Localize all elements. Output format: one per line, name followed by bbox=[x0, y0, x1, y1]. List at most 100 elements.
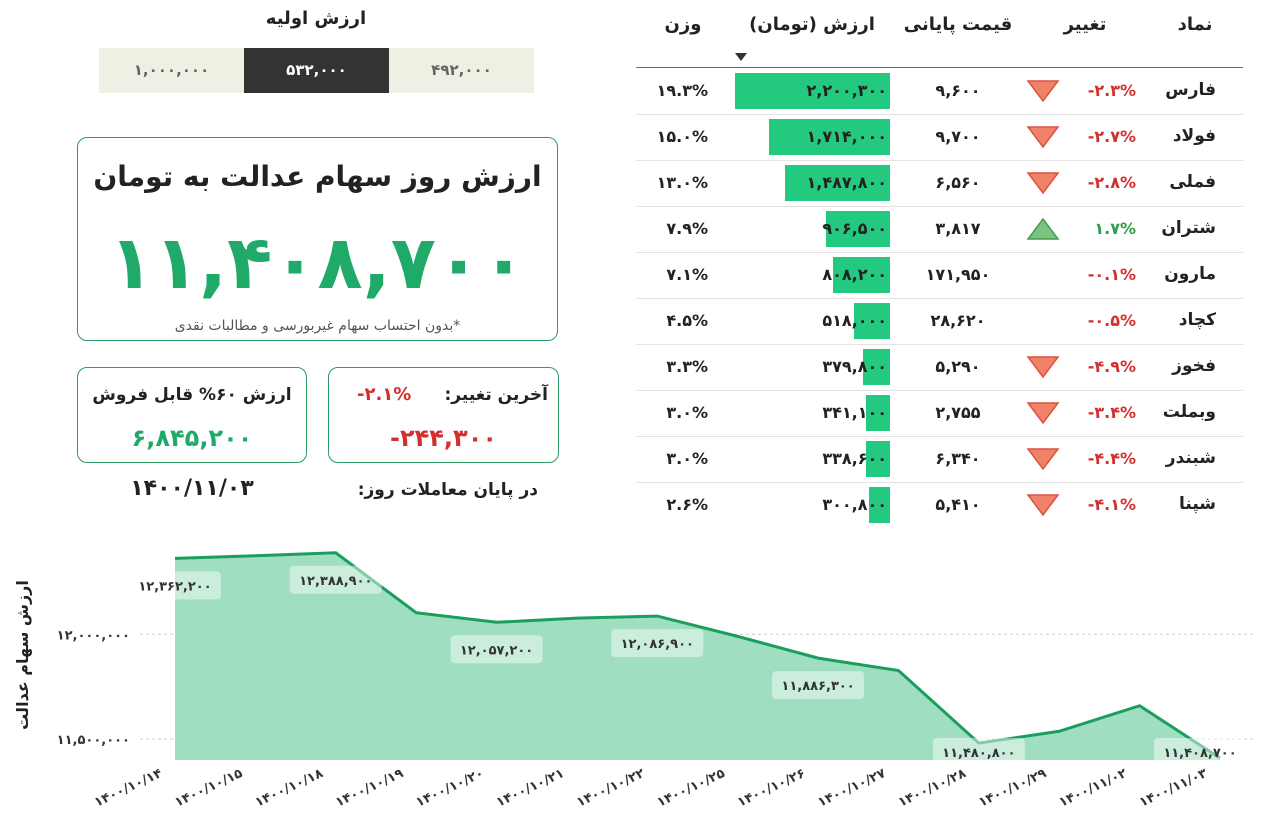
change: -۳.۴% bbox=[1087, 403, 1136, 422]
initial-value-option[interactable]: ۵۳۲,۰۰۰ bbox=[244, 48, 389, 93]
column-header: قیمت پایانی bbox=[903, 14, 1013, 35]
symbol: شتران bbox=[1161, 218, 1216, 238]
value-label: ۳۰۰,۸۰۰ bbox=[822, 495, 887, 514]
value-label: ۱,۴۸۷,۸۰۰ bbox=[806, 173, 887, 192]
trend-icon bbox=[1026, 80, 1060, 103]
date-label: در پایان معاملات روز: bbox=[357, 480, 538, 500]
value-label: ۱,۷۱۴,۰۰۰ bbox=[806, 127, 887, 146]
value-bar bbox=[735, 73, 890, 109]
value-label: ۱۲,۰۸۶,۹۰۰ bbox=[621, 637, 694, 652]
change: -۴.۴% bbox=[1087, 449, 1136, 468]
symbol: وبملت bbox=[1162, 402, 1216, 422]
price: ۹,۷۰۰ bbox=[935, 127, 981, 146]
column-header: نماد bbox=[1177, 14, 1213, 35]
value-label: ۱۲,۳۶۲,۲۰۰ bbox=[138, 579, 211, 594]
change: -۴.۹% bbox=[1087, 357, 1136, 376]
x-tick-label: ۱۴۰۰/۱۰/۲۷ bbox=[816, 766, 889, 810]
value-label-box bbox=[611, 629, 704, 658]
summary-note: *بدون احتساب سهام غیربورسی و مطالبات نقد… bbox=[174, 318, 461, 334]
change: ۱.۷% bbox=[1094, 219, 1136, 238]
symbol: فملی bbox=[1169, 172, 1216, 192]
value-bar bbox=[866, 441, 890, 477]
weight: ۱۹.۳% bbox=[656, 81, 708, 100]
initial-value-title: ارزش اولیه bbox=[265, 8, 367, 29]
x-tick-label: ۱۴۰۰/۱۰/۲۶ bbox=[735, 766, 807, 810]
value-label: ۸۰۸,۲۰۰ bbox=[822, 265, 887, 284]
area bbox=[175, 552, 1220, 760]
trend-icon bbox=[1026, 448, 1060, 471]
weight: ۷.۱% bbox=[666, 265, 708, 284]
x-tick-label: ۱۴۰۰/۱۰/۲۵ bbox=[655, 766, 728, 810]
change-percent: -۲.۱% bbox=[357, 384, 412, 405]
row-divider bbox=[636, 114, 1243, 115]
price: ۲,۷۵۵ bbox=[935, 403, 981, 422]
summary-value: ۱۱,۴۰۸,۷۰۰ bbox=[108, 220, 527, 306]
change: -۰.۱% bbox=[1087, 265, 1136, 284]
change: -۲.۸% bbox=[1087, 173, 1136, 192]
price: ۶,۳۴۰ bbox=[935, 449, 981, 468]
change-card: آخرین تغییر: -۲.۱% -۲۴۴,۳۰۰ bbox=[328, 367, 559, 463]
stock-table: نماد تغییر قیمت پایانی ارزش (تومان) وزن فارس -… bbox=[636, 0, 1243, 530]
price: ۳,۸۱۷ bbox=[935, 219, 981, 238]
trend-icon bbox=[1026, 126, 1060, 149]
x-tick-label: ۱۴۰۰/۱۰/۱۸ bbox=[253, 766, 326, 810]
x-tick-label: ۱۴۰۰/۱۰/۲۲ bbox=[575, 766, 648, 810]
column-header: تغییر bbox=[1063, 14, 1107, 35]
weight: ۱۵.۰% bbox=[656, 127, 708, 146]
sellable-card: ارزش ۶۰% قابل فروش ۶,۸۴۵,۲۰۰ bbox=[77, 367, 307, 463]
change: -۴.۱% bbox=[1087, 495, 1136, 514]
x-tick-label: ۱۴۰۰/۱۰/۱۴ bbox=[92, 766, 165, 810]
price: ۱۷۱,۹۵۰ bbox=[925, 265, 991, 284]
value-label-box bbox=[289, 565, 382, 594]
change: -۲.۳% bbox=[1087, 81, 1136, 100]
value-label: ۱۱,۴۰۸,۷۰۰ bbox=[1163, 746, 1236, 761]
row-divider bbox=[636, 344, 1243, 345]
price: ۹,۶۰۰ bbox=[935, 81, 981, 100]
weight: ۳.۰% bbox=[666, 403, 708, 422]
y-tick-label: ۱۱,۵۰۰,۰۰۰ bbox=[57, 733, 130, 748]
price: ۶,۵۶۰ bbox=[935, 173, 981, 192]
value-label-box bbox=[129, 571, 221, 600]
value-label: ۹۰۶,۵۰۰ bbox=[822, 219, 887, 238]
x-tick-label: ۱۴۰۰/۱۱/۰۳ bbox=[1137, 766, 1210, 810]
initial-value-option[interactable]: ۱,۰۰۰,۰۰۰ bbox=[99, 48, 244, 93]
value-bar bbox=[865, 395, 890, 431]
value-label-box bbox=[1154, 738, 1246, 766]
weight: ۳.۳% bbox=[666, 357, 708, 376]
weight: ۳.۰% bbox=[666, 449, 708, 468]
price: ۵,۴۱۰ bbox=[935, 495, 981, 514]
symbol: کچاد bbox=[1178, 310, 1216, 330]
value-bar bbox=[833, 257, 890, 293]
value-label-box bbox=[932, 738, 1025, 766]
change-value: -۲۴۴,۳۰۰ bbox=[390, 424, 497, 452]
symbol: فخوز bbox=[1172, 356, 1216, 376]
trend-icon bbox=[1026, 494, 1060, 517]
x-tick-label: ۱۴۰۰/۱۰/۲۸ bbox=[896, 766, 969, 810]
x-tick-label: ۱۴۰۰/۱۱/۰۲ bbox=[1057, 766, 1130, 810]
value-bar bbox=[785, 165, 890, 201]
weight: ۷.۹% bbox=[666, 219, 708, 238]
x-tick-label: ۱۴۰۰/۱۰/۲۱ bbox=[494, 766, 566, 810]
summary-title: ارزش روز سهام عدالت به تومان bbox=[93, 160, 542, 193]
row-divider bbox=[636, 482, 1243, 483]
initial-value-selector: ۱,۰۰۰,۰۰۰ ۵۳۲,۰۰۰ ۴۹۲,۰۰۰ bbox=[99, 48, 534, 93]
row-divider bbox=[636, 390, 1243, 391]
column-header[interactable]: ارزش (تومان) bbox=[749, 14, 875, 35]
value-label: ۲,۲۰۰,۳۰۰ bbox=[806, 81, 887, 100]
value-bar bbox=[826, 211, 890, 247]
x-tick-label: ۱۴۰۰/۱۰/۲۹ bbox=[976, 766, 1049, 810]
initial-value-option[interactable]: ۴۹۲,۰۰۰ bbox=[389, 48, 534, 93]
trend-icon bbox=[1026, 172, 1060, 195]
symbol: فولاد bbox=[1172, 126, 1216, 146]
date: ۱۴۰۰/۱۱/۰۳ bbox=[130, 476, 254, 501]
row-divider bbox=[636, 436, 1243, 437]
x-tick-label: ۱۴۰۰/۱۰/۱۹ bbox=[333, 766, 406, 810]
price: ۲۸,۶۲۰ bbox=[930, 311, 986, 330]
trend-icon bbox=[1026, 217, 1060, 240]
trend-icon bbox=[1026, 402, 1060, 425]
value-label: ۱۲,۳۸۸,۹۰۰ bbox=[299, 574, 372, 589]
value-bar bbox=[769, 119, 890, 155]
value-label: ۳۳۸,۶۰۰ bbox=[822, 449, 887, 468]
value-label: ۵۱۸,۰۰۰ bbox=[822, 311, 887, 330]
